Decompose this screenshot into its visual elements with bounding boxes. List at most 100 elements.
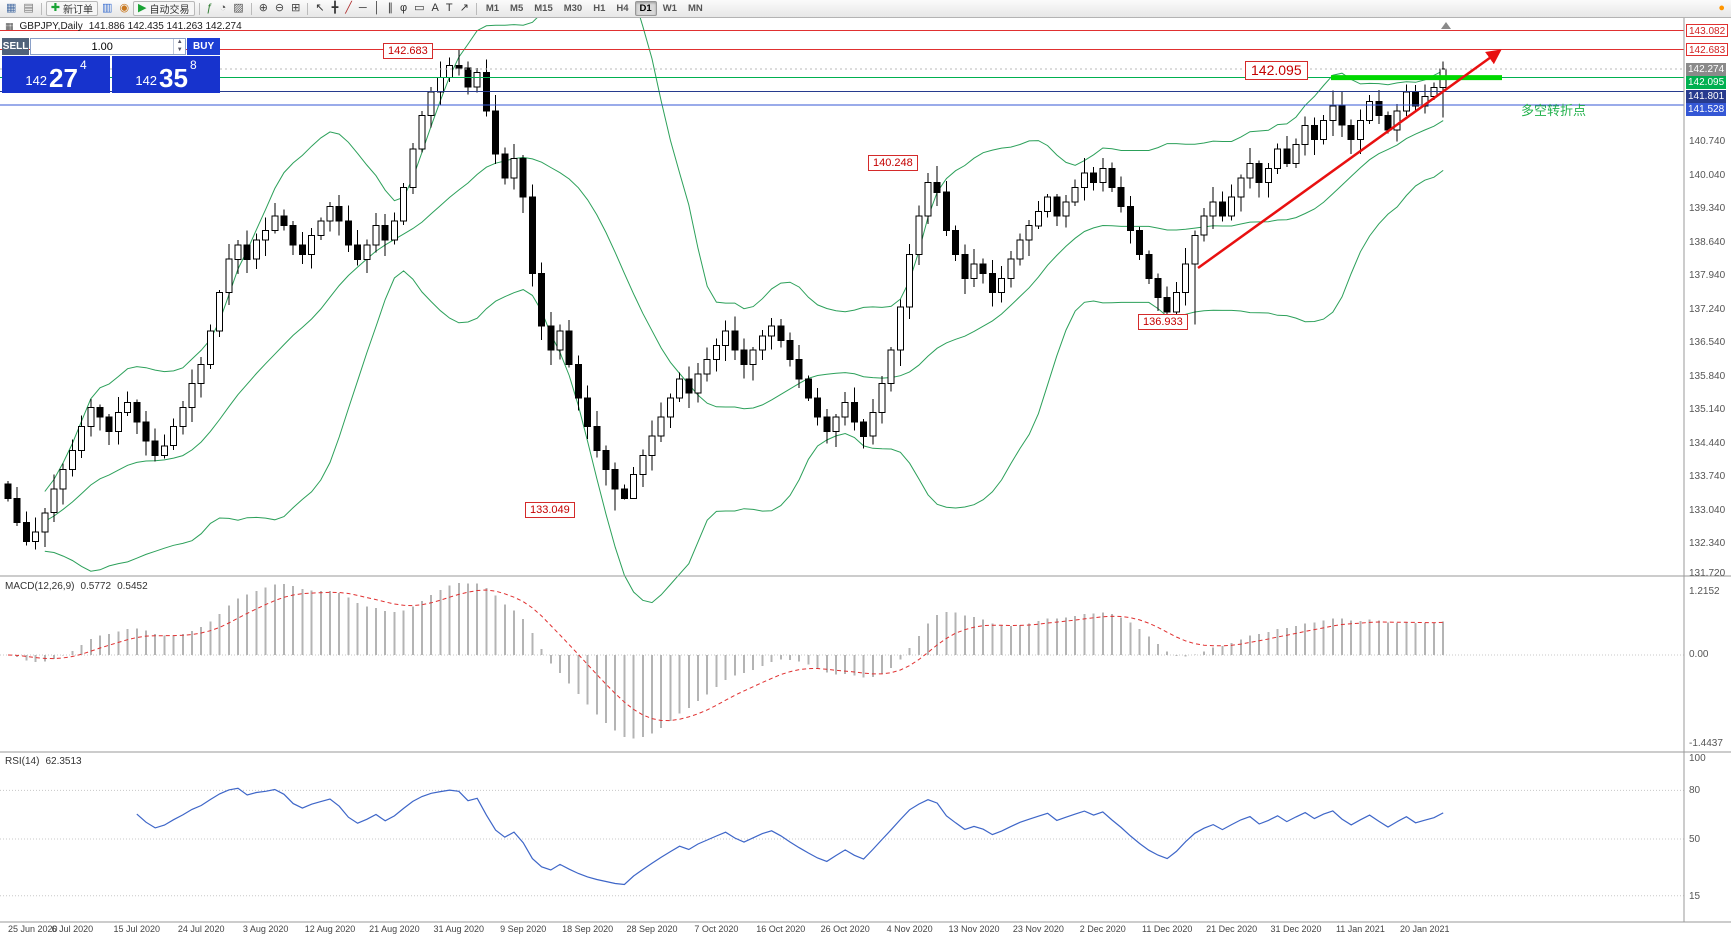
date-axis-label: 9 Sep 2020 — [500, 924, 547, 934]
period-cycles-icon[interactable]: ◔ — [219, 2, 227, 14]
macd-value-1: 0.5772 — [80, 581, 112, 592]
zoom-out-icon[interactable]: ⊖ — [274, 2, 285, 14]
text-icon[interactable]: A — [431, 2, 439, 14]
volume-spinner: ▲ ▼ — [173, 39, 185, 54]
buy-price-pipette: 8 — [189, 58, 197, 72]
date-axis-label: 11 Dec 2020 — [1142, 924, 1193, 934]
timeframe-m15[interactable]: M15 — [534, 3, 553, 14]
timeframe-mn[interactable]: MN — [687, 3, 703, 14]
toolbar-separator — [198, 2, 200, 15]
trendline-icon[interactable]: ╱ — [345, 2, 352, 14]
tile-windows-icon[interactable]: ⊞ — [291, 2, 301, 14]
price-axis-tick: 135.140 — [1689, 404, 1726, 416]
symbol-header: ▦ GBPJPY,Daily 141.886 142.435 141.263 1… — [5, 21, 242, 32]
autotrading-button[interactable]: ▶ 自动交易 — [133, 1, 195, 16]
rsi-axis-label: 100 — [1689, 753, 1706, 764]
macd-value-2: 0.5452 — [117, 581, 148, 592]
new-chart-icon[interactable]: ▦ — [6, 2, 17, 14]
date-axis-label: 28 Sep 2020 — [626, 924, 678, 934]
symbol-ohlc: 141.886 142.435 141.263 142.274 — [88, 21, 242, 32]
chart-area[interactable] — [0, 18, 1731, 938]
price-callout-label[interactable]: 142.683 — [383, 43, 433, 59]
price-callout-label[interactable]: 142.095 — [1245, 61, 1308, 80]
timeframe-w1[interactable]: W1 — [662, 3, 677, 14]
volume-decrease-button[interactable]: ▼ — [176, 46, 183, 53]
shapes-icon[interactable]: ▭ — [414, 2, 425, 14]
date-axis-label: 31 Aug 2020 — [433, 924, 485, 934]
horizontal-line-icon[interactable]: ─ — [358, 2, 367, 14]
rsi-axis-label: 80 — [1689, 785, 1701, 797]
fibonacci-icon[interactable]: φ — [400, 2, 408, 14]
volume-input[interactable] — [31, 39, 174, 54]
macd-axis-label: 1.2152 — [1689, 586, 1720, 597]
buy-button[interactable]: BUY — [187, 38, 220, 55]
price-axis-badge: 142.683 — [1686, 43, 1729, 57]
price-callout-label[interactable]: 140.248 — [868, 155, 918, 171]
date-axis-label: 4 Nov 2020 — [886, 924, 933, 934]
price-callout-label[interactable]: 136.933 — [1138, 314, 1188, 330]
rsi-line — [136, 787, 1444, 886]
date-axis-label: 23 Nov 2020 — [1012, 924, 1064, 934]
cursor-icon[interactable]: ↖ — [315, 2, 325, 14]
sell-price-pips: 27 — [49, 62, 78, 93]
price-axis-tick: 137.940 — [1689, 270, 1726, 282]
timeframe-h4[interactable]: H4 — [616, 3, 629, 14]
connection-status-icon[interactable]: ● — [1718, 2, 1725, 14]
text-label-icon[interactable]: T — [445, 2, 453, 14]
price-axis-tick: 131.720 — [1689, 568, 1726, 579]
add-indicator-icon[interactable]: ƒ — [206, 2, 213, 14]
timeframe-m5[interactable]: M5 — [510, 3, 524, 14]
date-axis-label: 24 Jul 2020 — [177, 924, 225, 934]
sell-price-button[interactable]: 142 27 4 — [2, 56, 110, 93]
date-axis-label: 25 Jun 2020 — [8, 924, 58, 934]
date-axis-label: 13 Nov 2020 — [948, 924, 1000, 934]
price-axis-tick: 134.440 — [1689, 437, 1726, 449]
sell-price-pipette: 4 — [79, 58, 87, 72]
macd-axis-label: -1.4437 — [1689, 738, 1723, 749]
crosshair-icon[interactable]: ╋ — [331, 2, 339, 14]
price-axis-badge: 141.528 — [1686, 103, 1727, 117]
buy-price-button[interactable]: 142 35 8 — [112, 56, 220, 93]
candlestick-series — [4, 49, 1447, 550]
zoom-in-icon[interactable]: ⊕ — [258, 2, 268, 14]
volume-field: ▲ ▼ — [30, 38, 187, 55]
channel-icon[interactable]: ∥ — [387, 2, 394, 14]
price-callout-label[interactable]: 133.049 — [525, 502, 575, 518]
macd-signal-line — [7, 589, 1444, 722]
templates-icon[interactable]: ▨ — [233, 2, 244, 14]
date-axis-label: 3 Aug 2020 — [242, 924, 289, 934]
timeframe-m30[interactable]: M30 — [563, 3, 583, 14]
toolbar-separator — [40, 2, 42, 15]
trend-arrow[interactable] — [1197, 49, 1502, 270]
timeframe-h1[interactable]: H1 — [593, 3, 606, 14]
sell-price-base: 142 — [25, 73, 48, 88]
timeframe-m1[interactable]: M1 — [485, 3, 500, 14]
arrows-tool-icon[interactable]: ↗ — [459, 2, 469, 14]
toolbar-separator — [250, 2, 252, 15]
macd-pane — [0, 583, 1684, 739]
chart-shift-marker[interactable] — [1441, 22, 1451, 29]
new-order-button[interactable]: ✚ 新订单 — [45, 1, 99, 16]
price-axis-tick: 132.340 — [1689, 538, 1726, 550]
buy-price-pips: 35 — [159, 62, 188, 93]
chart-icon: ▦ — [5, 21, 14, 31]
price-axis-badge: 142.274 — [1686, 62, 1727, 76]
sell-button[interactable]: SELL — [2, 38, 30, 55]
price-axis-tick: 135.840 — [1689, 370, 1726, 382]
volume-increase-button[interactable]: ▲ — [176, 39, 183, 45]
rsi-name: RSI(14) — [5, 756, 40, 767]
macd-name: MACD(12,26,9) — [5, 581, 75, 592]
date-axis-label: 15 Jul 2020 — [113, 924, 161, 934]
annotation-text[interactable]: 多空转折点 — [1521, 103, 1587, 118]
vertical-line-icon[interactable]: │ — [373, 2, 381, 14]
timeframe-d1[interactable]: D1 — [634, 1, 657, 16]
charts-list-icon[interactable]: ▥ — [102, 2, 113, 14]
symbol-title: GBPJPY,Daily — [19, 21, 83, 32]
date-axis-label: 26 Oct 2020 — [820, 924, 870, 934]
date-axis-label: 2 Dec 2020 — [1079, 924, 1126, 934]
alerts-icon[interactable]: ◉ — [119, 2, 130, 14]
date-axis-label: 16 Oct 2020 — [756, 924, 806, 934]
macd-axis-label: 0.00 — [1689, 649, 1709, 660]
chart-canvas[interactable] — [0, 18, 1731, 938]
chart-profiles-icon[interactable]: ▤ — [23, 2, 34, 14]
